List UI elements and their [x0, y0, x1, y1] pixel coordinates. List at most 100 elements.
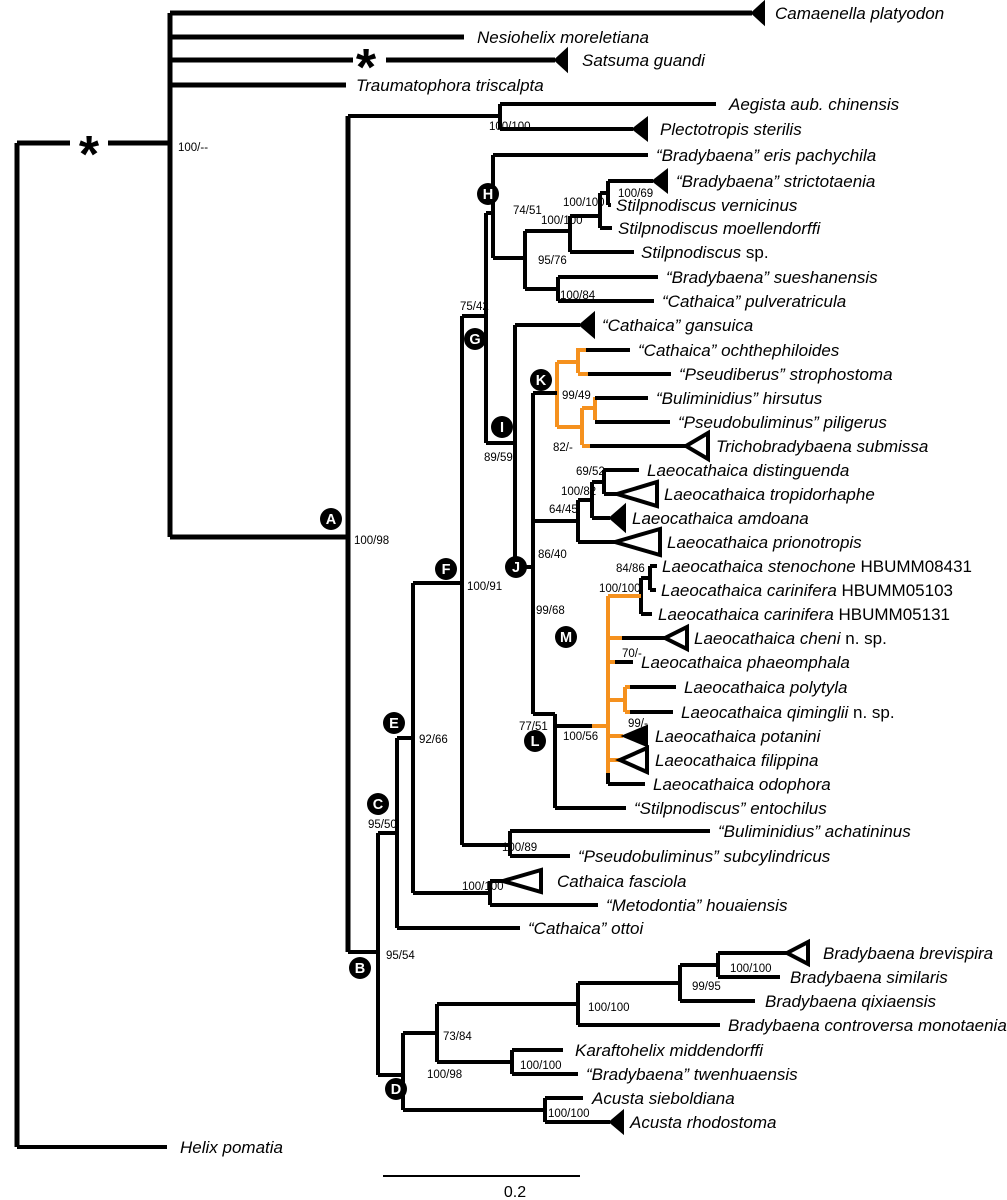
support-value: 100/100 [588, 1002, 630, 1014]
clade-badge-letter: J [512, 560, 520, 576]
tip-label: Laeocathaica tropidorhaphe [664, 485, 875, 504]
tip-label: Laeocathaica potanini [655, 727, 822, 746]
support-value: 99/- [628, 718, 648, 730]
clade-badge-circle [385, 1078, 407, 1100]
tip-label: Laeocathaica filippina [655, 751, 819, 770]
clade-badge-letter: I [500, 420, 504, 436]
clade-badge-letter: G [469, 332, 480, 348]
tip-label: Karaftohelix middendorffi [575, 1041, 764, 1060]
support-value: 95/50 [368, 819, 397, 831]
clade-badge-circle [555, 626, 577, 648]
tip-label: Trichobradybaena submissa [716, 437, 928, 456]
clade-badge-letter: F [442, 562, 451, 578]
tip-label: Bradybaena qixiaensis [765, 992, 937, 1011]
tip-label: Laeocathaica phaeomphala [641, 653, 850, 672]
support-value: 74/51 [513, 205, 542, 217]
support-value: 100/100 [541, 215, 583, 227]
tip-label: “Cathaica” gansuica [602, 316, 753, 335]
tip-label: “Stilpnodiscus” entochilus [634, 799, 827, 818]
clade-badge-circle [464, 328, 486, 350]
clade-badge-letter: M [560, 630, 572, 646]
tip-label: “Cathaica” pulveratricula [662, 292, 846, 311]
support-value: 100/100 [730, 963, 772, 975]
support-value: 100/100 [462, 881, 504, 893]
tip-label: Helix pomatia [180, 1138, 283, 1157]
tip-label: Satsuma guandi [582, 51, 706, 70]
tip-label: “Pseudobuliminus” piligerus [678, 413, 887, 432]
support-value: 100/100 [563, 197, 605, 209]
clade-badge-circle [491, 416, 513, 438]
collapsed-clade-solid-triangle [608, 1108, 624, 1136]
tip-label: “Pseudobuliminus” subcylindricus [578, 847, 831, 866]
collapsed-clade-open-triangle [495, 867, 543, 895]
support-value: 75/42 [460, 301, 489, 313]
tip-label: Acusta sieboldiana [591, 1089, 735, 1108]
tip-label: Acusta rhodostoma [629, 1113, 776, 1132]
support-asterisk: * [356, 39, 377, 97]
tip-label: Stilpnodiscus moellendorffi [618, 219, 821, 238]
collapsed-clade-open-triangle [615, 744, 649, 776]
clade-badge-circle [530, 369, 552, 391]
collapsed-clade-solid-triangle [608, 502, 626, 534]
tip-label: “Pseudiberus” strophostoma [679, 365, 893, 384]
tip-label: Stilpnodiscus sp. [641, 243, 769, 262]
collapsed-clade-solid-triangle [651, 167, 668, 195]
tip-label: Laeocathaica qiminglii n. sp. [681, 703, 895, 722]
collapsed-clade-solid-triangle [578, 310, 595, 340]
clade-badge-letter: K [536, 373, 547, 389]
tip-label: Bradybaena brevispira [823, 944, 993, 963]
tip-label: Traumatophora triscalpta [356, 76, 544, 95]
collapsed-clade-open-triangle [782, 938, 810, 968]
tip-label: “Cathaica” ottoi [528, 919, 644, 938]
tip-label: Aegista aub. chinensis [728, 95, 900, 114]
support-value: 100/69 [618, 188, 653, 200]
clade-badge-circle [349, 957, 371, 979]
clade-badge-letter: H [483, 187, 493, 203]
clade-letter-badges: A B C D E F G H I J K L M [320, 183, 577, 1100]
collapsed-clade-open-triangle [607, 526, 662, 558]
collapsed-clade-solid-triangle [631, 115, 648, 143]
support-value: 84/86 [616, 563, 645, 575]
clade-badge-letter: C [373, 797, 384, 813]
tip-label: Camaenella platyodon [775, 4, 944, 23]
branch-asterisks: ** [79, 39, 377, 184]
clade-badge-letter: L [531, 734, 540, 750]
clade-badge-circle [367, 793, 389, 815]
support-value: 73/84 [443, 1031, 472, 1043]
branch-lines [14, 10, 787, 1149]
support-value: 100/98 [354, 535, 389, 547]
tip-label: Laeocathaica odophora [653, 775, 831, 794]
clade-badge-letter: A [326, 512, 337, 528]
collapsed-clade-open-triangle [682, 429, 710, 463]
support-value: 100/100 [548, 1108, 590, 1120]
clade-badge-circle [435, 558, 457, 580]
tip-label: “Bradybaena” strictotaenia [676, 172, 875, 191]
collapsed-clade-solid-triangle [750, 0, 765, 27]
support-value: 95/76 [538, 255, 567, 267]
tip-label: Cathaica fasciola [557, 872, 686, 891]
tip-label: Laeocathaica prionotropis [667, 533, 862, 552]
clade-badge-circle [524, 730, 546, 752]
tip-label: Nesiohelix moreletiana [477, 28, 649, 47]
support-value: 89/59 [484, 452, 513, 464]
tip-label: “Metodontia” houaiensis [606, 896, 788, 915]
support-value: 70/- [622, 648, 642, 660]
collapsed-clade-triangles [495, 0, 810, 1136]
support-value: 69/52 [576, 466, 605, 478]
clade-badge-circle [477, 183, 499, 205]
tip-label: “Buliminidius” hirsutus [656, 389, 823, 408]
collapsed-clade-open-triangle [610, 479, 659, 509]
tip-label: “Bradybaena” twenhuaensis [586, 1065, 798, 1084]
support-value: 100/100 [599, 583, 641, 595]
support-value: 100/84 [560, 290, 596, 302]
tip-label: Bradybaena similaris [790, 968, 948, 987]
support-value: 100/98 [427, 1069, 462, 1081]
scale-bar-label: 0.2 [504, 1184, 526, 1200]
support-value: 82/- [553, 442, 573, 454]
tip-label: “Buliminidius” achatininus [718, 822, 911, 841]
support-value: 100/-- [178, 142, 208, 154]
clade-badge-circle [383, 712, 405, 734]
support-asterisk: * [79, 126, 100, 184]
